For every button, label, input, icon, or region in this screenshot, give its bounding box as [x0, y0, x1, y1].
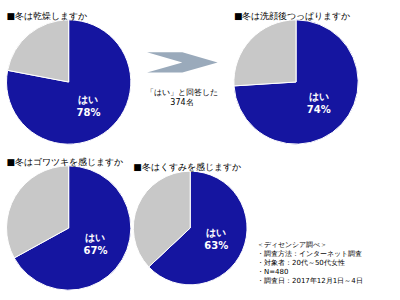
svg-text:■冬はゴワツキを感じますか: ■冬はゴワツキを感じますか: [7, 157, 124, 167]
svg-text:＜ディセンシア調べ＞・調査方法：インターネット調査・対象者：: ＜ディセンシア調べ＞・調査方法：インターネット調査・対象者：20代～50代女性・…: [257, 241, 363, 285]
svg-text:■冬はくすみを感じますか: ■冬はくすみを感じますか: [133, 162, 241, 172]
svg-text:■冬は洗顔後つっぱりますか: ■冬は洗顔後つっぱりますか: [234, 11, 351, 21]
svg-text:はい67%: はい67%: [83, 232, 107, 256]
svg-text:■冬は乾燥しますか: ■冬は乾燥しますか: [7, 11, 88, 21]
svg-text:「はい」と回答した374名: 「はい」と回答した374名: [146, 88, 218, 107]
svg-text:はい63%: はい63%: [204, 227, 228, 251]
svg-text:はい78%: はい78%: [77, 94, 101, 118]
svg-text:はい74%: はい74%: [307, 91, 331, 115]
